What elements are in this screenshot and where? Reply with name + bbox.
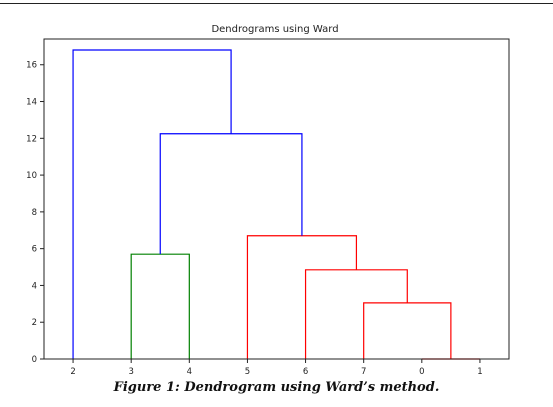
dendrogram-link-2 <box>304 269 408 359</box>
y-tick-label: 2 <box>32 318 37 328</box>
y-tick-label: 8 <box>32 208 37 218</box>
y-tick-label: 14 <box>26 98 37 108</box>
x-tick-label-7: 7 <box>361 367 366 377</box>
x-tick-label-3: 3 <box>128 367 133 377</box>
y-tick-label: 6 <box>32 245 37 255</box>
y-tick-label: 12 <box>26 134 37 144</box>
top-rule <box>0 3 553 4</box>
x-tick-label-5: 5 <box>245 367 250 377</box>
x-tick-label-0: 0 <box>419 367 424 377</box>
x-axis: 2 3 4 5 6 7 0 1 <box>70 359 483 377</box>
y-tick-label: 10 <box>26 171 37 181</box>
dendrogram-link-4 <box>130 253 190 359</box>
y-tick-label: 4 <box>32 281 37 291</box>
x-tick-label-6: 6 <box>303 367 308 377</box>
y-tick-label: 16 <box>26 61 37 71</box>
figure-caption: Figure 1: Dendrogram using Ward’s method… <box>113 380 440 395</box>
dendrogram-link-1 <box>363 302 452 359</box>
dendrogram-links <box>72 49 480 360</box>
x-tick-label-4: 4 <box>187 367 192 377</box>
x-tick-label-2: 2 <box>70 367 75 377</box>
dendrogram-link-3 <box>246 235 358 359</box>
y-axis: 0 2 4 6 8 10 12 14 16 <box>26 61 44 365</box>
y-tick-label: 0 <box>32 355 37 365</box>
dendrogram-link-6 <box>72 49 232 359</box>
plot-frame <box>43 38 510 360</box>
dendrogram-link-5 <box>159 133 303 255</box>
x-tick-label-1: 1 <box>477 367 482 377</box>
chart-title: Dendrograms using Ward <box>211 24 338 35</box>
